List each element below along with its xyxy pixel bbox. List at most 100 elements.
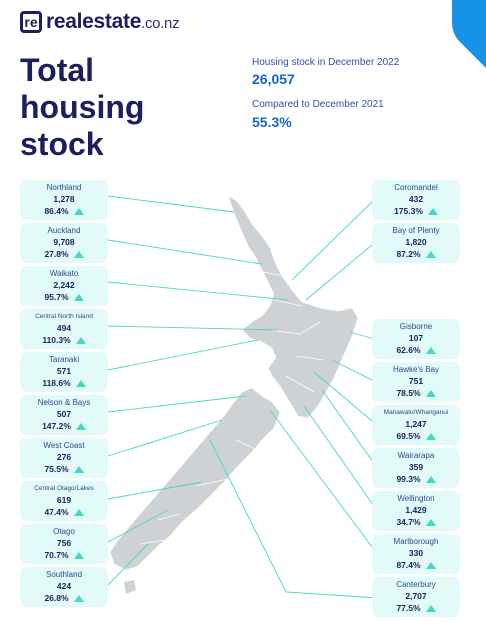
- region-count: 2,707: [405, 591, 427, 601]
- region-change: 86.4%: [26, 205, 102, 217]
- increase-arrow-icon: [427, 207, 438, 215]
- region-name: Hawke's Bay: [393, 365, 439, 374]
- region-count: 1,429: [405, 505, 427, 515]
- region-change: 62.6%: [378, 344, 454, 356]
- region-card-southland[interactable]: Southland 424 26.8%: [20, 567, 108, 607]
- region-change: 147.2%: [26, 420, 102, 432]
- region-card-canterbury[interactable]: Canterbury 2,707 77.5%: [372, 577, 460, 617]
- increase-arrow-icon: [425, 561, 436, 569]
- change-value: 95.7%: [44, 292, 69, 302]
- region-change: 87.4%: [378, 559, 454, 571]
- increase-arrow-icon: [73, 508, 84, 516]
- increase-arrow-icon: [425, 346, 436, 354]
- increase-arrow-icon: [73, 207, 84, 215]
- increase-arrow-icon: [75, 379, 86, 387]
- change-value: 69.5%: [396, 431, 421, 441]
- logo-mark-icon: re: [20, 11, 42, 33]
- region-name: Bay of Plenty: [392, 226, 440, 235]
- region-card-gisborne[interactable]: Gisborne 107 62.6%: [372, 319, 460, 359]
- region-name: Auckland: [47, 226, 81, 235]
- region-name: Wellington: [397, 494, 435, 503]
- change-value: 77.5%: [396, 603, 421, 613]
- increase-arrow-icon: [425, 250, 436, 258]
- region-count: 756: [56, 538, 72, 548]
- region-count: 9,708: [53, 237, 75, 247]
- brand-logo[interactable]: re realestate.co.nz: [20, 10, 180, 34]
- region-name: Marlborough: [393, 537, 439, 546]
- region-change: 75.5%: [26, 463, 102, 475]
- region-count: 751: [408, 376, 424, 386]
- region-card-taranaki[interactable]: Taranaki 571 118.6%: [20, 352, 108, 392]
- region-change: 118.6%: [26, 377, 102, 389]
- increase-arrow-icon: [73, 293, 84, 301]
- brand-tld: .co.nz: [141, 15, 180, 32]
- stewart-island-shape: [124, 580, 136, 594]
- change-value: 27.8%: [44, 249, 69, 259]
- corner-decoration: [452, 0, 486, 68]
- region-name: Central North Island: [35, 313, 93, 320]
- region-name: West Coast: [43, 441, 85, 450]
- region-name: Manawatu/Whanganui: [383, 409, 449, 416]
- region-count: 1,247: [405, 419, 427, 429]
- region-card-hawkes-bay[interactable]: Hawke's Bay 751 78.5%: [372, 362, 460, 402]
- region-count: 619: [56, 495, 72, 505]
- region-card-bay-of-plenty[interactable]: Bay of Plenty 1,820 87.2%: [372, 223, 460, 263]
- brand-name: realestate.co.nz: [46, 10, 180, 34]
- change-value: 87.4%: [396, 560, 421, 570]
- region-count: 424: [56, 581, 72, 591]
- stock-value: 26,057: [252, 71, 295, 87]
- region-count: 330: [408, 548, 424, 558]
- region-name: Coromandel: [394, 183, 438, 192]
- region-count: 432: [408, 194, 424, 204]
- north-island-shape: [227, 195, 359, 419]
- region-name: Nelson & Bays: [37, 398, 91, 407]
- region-change: 47.4%: [26, 506, 102, 518]
- region-change: 26.8%: [26, 592, 102, 604]
- change-value: 118.6%: [42, 378, 71, 388]
- change-value: 110.3%: [42, 335, 71, 345]
- region-count: 1,820: [405, 237, 427, 247]
- title-line-2: housing: [20, 89, 145, 125]
- region-card-central-north-island[interactable]: Central North Island 494 110.3%: [20, 309, 108, 349]
- region-count: 2,242: [53, 280, 75, 290]
- compare-value: 55.3%: [252, 114, 292, 130]
- change-value: 34.7%: [396, 517, 421, 527]
- region-count: 507: [56, 409, 72, 419]
- region-card-wairarapa[interactable]: Wairarapa 359 99.3%: [372, 448, 460, 488]
- change-value: 147.2%: [42, 421, 71, 431]
- increase-arrow-icon: [73, 551, 84, 559]
- region-card-nelson-bays[interactable]: Nelson & Bays 507 147.2%: [20, 395, 108, 435]
- south-island-shape: [109, 387, 281, 571]
- increase-arrow-icon: [73, 250, 84, 258]
- compare-label: Compared to December 2021: [252, 99, 384, 110]
- region-count: 359: [408, 462, 424, 472]
- region-card-coromandel[interactable]: Coromandel 432 175.3%: [372, 180, 460, 220]
- region-name: Canterbury: [396, 580, 436, 589]
- change-value: 87.2%: [396, 249, 421, 259]
- increase-arrow-icon: [75, 422, 86, 430]
- region-change: 70.7%: [26, 549, 102, 561]
- stock-label: Housing stock in December 2022: [252, 57, 400, 68]
- region-card-wellington[interactable]: Wellington 1,429 34.7%: [372, 491, 460, 531]
- region-change: 95.7%: [26, 291, 102, 303]
- title-line-1: Total: [20, 52, 95, 88]
- region-card-auckland[interactable]: Auckland 9,708 27.8%: [20, 223, 108, 263]
- region-borders: [139, 271, 325, 545]
- region-card-otago[interactable]: Otago 756 70.7%: [20, 524, 108, 564]
- region-card-west-coast[interactable]: West Coast 276 75.5%: [20, 438, 108, 478]
- change-value: 86.4%: [44, 206, 69, 216]
- increase-arrow-icon: [425, 604, 436, 612]
- region-change: 69.5%: [378, 430, 454, 442]
- region-count: 571: [56, 366, 72, 376]
- region-change: 77.5%: [378, 602, 454, 614]
- region-card-marlborough[interactable]: Marlborough 330 87.4%: [372, 534, 460, 574]
- region-change: 87.2%: [378, 248, 454, 260]
- region-change: 78.5%: [378, 387, 454, 399]
- region-card-waikato[interactable]: Waikato 2,242 95.7%: [20, 266, 108, 306]
- region-card-manawatu-whanganui[interactable]: Manawatu/Whanganui 1,247 69.5%: [372, 405, 460, 445]
- region-card-northland[interactable]: Northland 1,278 86.4%: [20, 180, 108, 220]
- brand-wordmark: realestate: [46, 10, 142, 33]
- region-name: Gisborne: [399, 322, 433, 331]
- region-card-central-otago-lakes[interactable]: Central Otago/Lakes 619 47.4%: [20, 481, 108, 521]
- change-value: 78.5%: [396, 388, 421, 398]
